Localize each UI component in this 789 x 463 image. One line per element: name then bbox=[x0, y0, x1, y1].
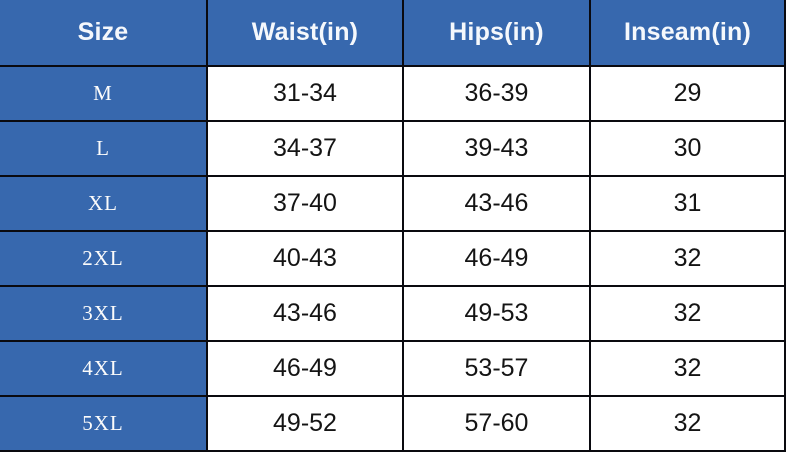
table-row: 5XL 49-52 57-60 32 bbox=[0, 395, 786, 452]
size-chart-table: Size Waist(in) Hips(in) Inseam(in) M 31-… bbox=[0, 0, 786, 452]
hips-cell: 43-46 bbox=[402, 175, 591, 232]
size-cell: 4XL bbox=[0, 340, 208, 397]
column-header-inseam: Inseam(in) bbox=[589, 0, 786, 67]
hips-cell: 39-43 bbox=[402, 120, 591, 177]
column-header-hips: Hips(in) bbox=[402, 0, 591, 67]
table-row: 3XL 43-46 49-53 32 bbox=[0, 285, 786, 342]
waist-cell: 37-40 bbox=[206, 175, 404, 232]
size-chart-header: Size Waist(in) Hips(in) Inseam(in) bbox=[0, 0, 786, 67]
size-cell: XL bbox=[0, 175, 208, 232]
table-row: 2XL 40-43 46-49 32 bbox=[0, 230, 786, 287]
table-row: 4XL 46-49 53-57 32 bbox=[0, 340, 786, 397]
size-cell: M bbox=[0, 65, 208, 122]
inseam-cell: 32 bbox=[589, 285, 786, 342]
size-cell: 5XL bbox=[0, 395, 208, 452]
inseam-cell: 31 bbox=[589, 175, 786, 232]
hips-cell: 57-60 bbox=[402, 395, 591, 452]
column-header-size: Size bbox=[0, 0, 208, 67]
inseam-cell: 32 bbox=[589, 395, 786, 452]
column-header-waist: Waist(in) bbox=[206, 0, 404, 67]
hips-cell: 49-53 bbox=[402, 285, 591, 342]
waist-cell: 49-52 bbox=[206, 395, 404, 452]
header-row: Size Waist(in) Hips(in) Inseam(in) bbox=[0, 0, 786, 67]
waist-cell: 40-43 bbox=[206, 230, 404, 287]
hips-cell: 36-39 bbox=[402, 65, 591, 122]
inseam-cell: 30 bbox=[589, 120, 786, 177]
waist-cell: 34-37 bbox=[206, 120, 404, 177]
waist-cell: 46-49 bbox=[206, 340, 404, 397]
size-chart-body: M 31-34 36-39 29 L 34-37 39-43 30 XL 37-… bbox=[0, 65, 786, 452]
size-cell: 2XL bbox=[0, 230, 208, 287]
table-row: M 31-34 36-39 29 bbox=[0, 65, 786, 122]
inseam-cell: 29 bbox=[589, 65, 786, 122]
table-row: L 34-37 39-43 30 bbox=[0, 120, 786, 177]
waist-cell: 31-34 bbox=[206, 65, 404, 122]
size-cell: 3XL bbox=[0, 285, 208, 342]
inseam-cell: 32 bbox=[589, 230, 786, 287]
size-cell: L bbox=[0, 120, 208, 177]
waist-cell: 43-46 bbox=[206, 285, 404, 342]
table-row: XL 37-40 43-46 31 bbox=[0, 175, 786, 232]
hips-cell: 53-57 bbox=[402, 340, 591, 397]
hips-cell: 46-49 bbox=[402, 230, 591, 287]
inseam-cell: 32 bbox=[589, 340, 786, 397]
